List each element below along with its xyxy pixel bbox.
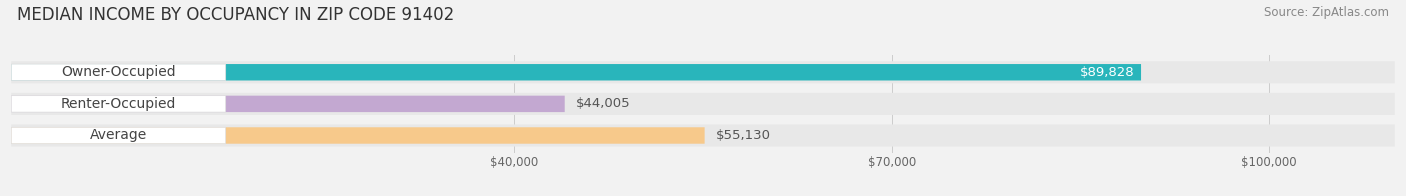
Text: $55,130: $55,130 [716,129,770,142]
FancyBboxPatch shape [11,127,226,144]
Text: $44,005: $44,005 [576,97,630,110]
FancyBboxPatch shape [11,124,1395,147]
FancyBboxPatch shape [11,64,226,81]
Text: Average: Average [90,129,148,142]
FancyBboxPatch shape [11,61,1395,83]
Text: Owner-Occupied: Owner-Occupied [60,65,176,79]
Text: MEDIAN INCOME BY OCCUPANCY IN ZIP CODE 91402: MEDIAN INCOME BY OCCUPANCY IN ZIP CODE 9… [17,6,454,24]
FancyBboxPatch shape [11,96,565,112]
Text: $89,828: $89,828 [1080,66,1135,79]
FancyBboxPatch shape [11,127,704,144]
Text: Renter-Occupied: Renter-Occupied [60,97,176,111]
Text: Source: ZipAtlas.com: Source: ZipAtlas.com [1264,6,1389,19]
FancyBboxPatch shape [11,96,226,112]
FancyBboxPatch shape [11,93,1395,115]
FancyBboxPatch shape [11,64,1142,81]
